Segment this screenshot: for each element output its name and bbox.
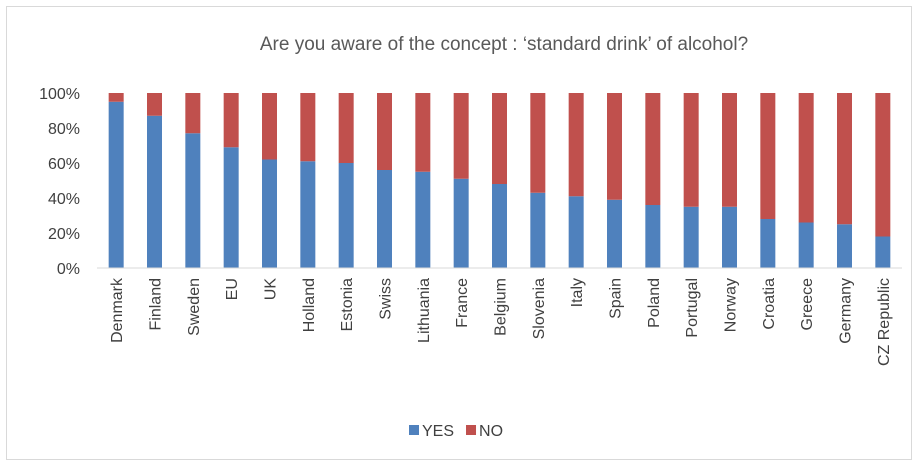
x-tick-label: CZ Republic: [876, 278, 893, 366]
legend-label-yes: YES: [422, 423, 454, 440]
bar-no: [147, 93, 162, 116]
bar-no: [722, 93, 737, 207]
y-tick-label: 0%: [57, 261, 80, 278]
bar-no: [108, 93, 124, 102]
bar-no: [530, 93, 546, 193]
y-tick-label: 100%: [39, 86, 80, 103]
x-tick-label: Germany: [838, 278, 855, 344]
bar-yes: [262, 159, 277, 268]
x-tick-label: Portugal: [684, 278, 701, 338]
bar-no: [262, 93, 277, 160]
bar-no: [338, 93, 354, 163]
bar-no: [875, 93, 891, 237]
bar-yes: [837, 224, 852, 268]
bar-no: [223, 93, 239, 148]
y-tick-label: 80%: [48, 121, 80, 138]
bar-yes: [760, 219, 776, 268]
bar-no: [683, 93, 699, 207]
bar-no: [377, 93, 392, 170]
legend-swatch-no: [466, 425, 477, 435]
bar-no: [185, 93, 201, 134]
bar-yes: [415, 171, 431, 268]
bar-yes: [223, 147, 239, 268]
y-tick-label: 20%: [48, 226, 80, 243]
x-tick-label: Sweden: [186, 278, 203, 336]
x-tick-label: Croatia: [761, 278, 778, 330]
bar-yes: [530, 192, 546, 268]
x-tick-label: Norway: [723, 278, 740, 332]
x-tick-label: Poland: [646, 278, 663, 328]
x-tick-label: Spain: [608, 278, 625, 319]
bar-yes: [108, 101, 124, 268]
bar-yes: [875, 236, 891, 268]
x-tick-label: EU: [224, 278, 241, 300]
y-tick-label: 40%: [48, 191, 80, 208]
x-axis-labels: Denmark Finland Sweden EU UK Holland Estonia Sw…: [109, 277, 893, 366]
bar-yes: [645, 205, 661, 268]
x-tick-label: Estonia: [339, 278, 356, 331]
legend-label-no: NO: [479, 423, 503, 440]
bars: [108, 93, 891, 268]
bar-no: [415, 93, 431, 172]
bar-no: [492, 93, 507, 184]
x-tick-label: Swiss: [378, 278, 395, 320]
bar-no: [607, 93, 622, 200]
bar-yes: [377, 170, 392, 268]
x-tick-label: Lithuania: [416, 278, 433, 343]
x-tick-label: Holland: [301, 278, 318, 332]
x-tick-label: UK: [263, 278, 280, 301]
bar-no: [760, 93, 776, 219]
bar-no: [568, 93, 584, 197]
x-tick-label: Finland: [148, 278, 165, 330]
bar-no: [798, 93, 814, 223]
bar-yes: [300, 161, 316, 268]
y-tick-label: 60%: [48, 156, 80, 173]
bar-no: [837, 93, 852, 225]
bar-no: [300, 93, 316, 162]
y-axis: 0% 20% 40% 60% 80% 100%: [39, 86, 80, 278]
legend: YES NO: [409, 423, 503, 440]
bar-no: [453, 93, 469, 179]
bar-yes: [492, 184, 507, 268]
bar-yes: [722, 206, 737, 268]
bar-yes: [568, 196, 584, 268]
x-tick-label: Slovenia: [531, 278, 548, 339]
bar-yes: [798, 222, 814, 268]
x-tick-label: Denmark: [109, 277, 126, 343]
x-tick-label: Greece: [799, 278, 816, 331]
bar-yes: [607, 199, 622, 268]
legend-swatch-yes: [409, 425, 419, 435]
x-tick-label: Italy: [569, 278, 586, 307]
bar-yes: [453, 178, 469, 268]
bar-yes: [683, 206, 699, 268]
x-tick-label: Belgium: [493, 278, 510, 336]
bar-yes: [147, 115, 162, 268]
chart-title: Are you aware of the concept : ‘standard…: [260, 34, 748, 55]
bar-no: [645, 93, 661, 205]
x-tick-label: France: [454, 278, 471, 328]
bar-yes: [185, 133, 201, 268]
bar-yes: [338, 163, 354, 268]
